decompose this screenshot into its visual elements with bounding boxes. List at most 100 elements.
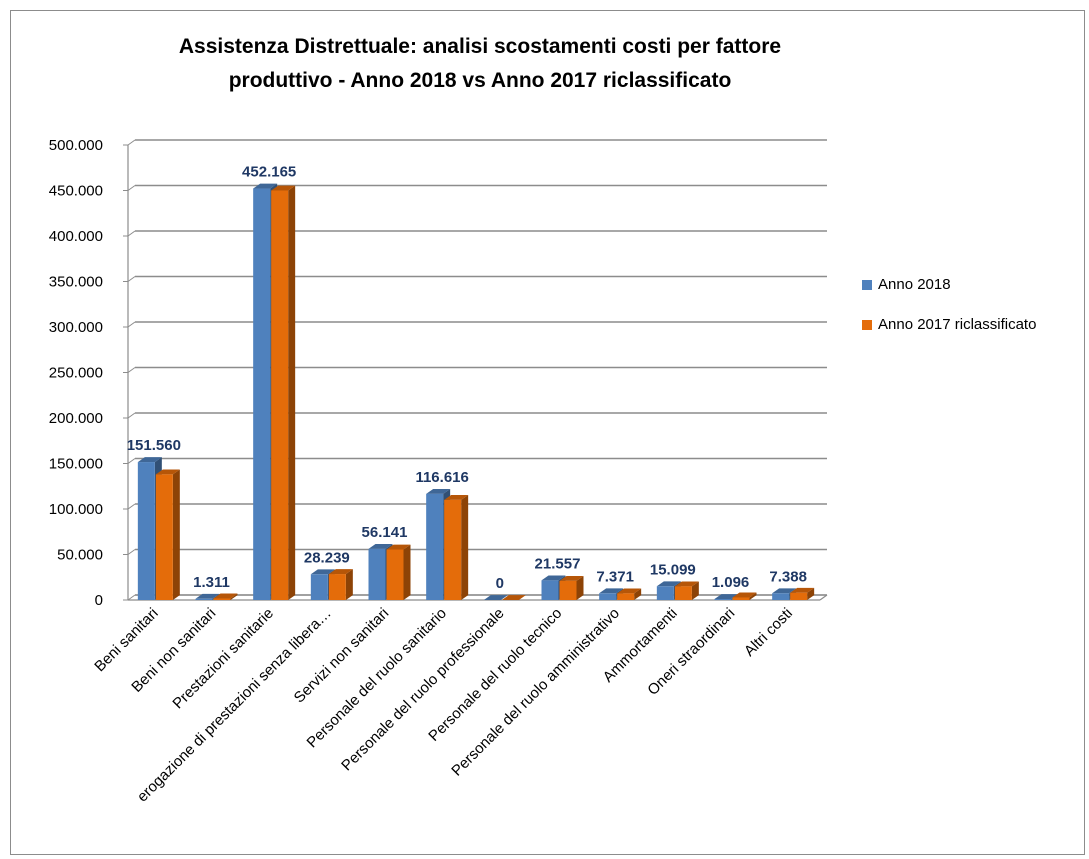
bar-anno-2017 xyxy=(674,581,699,600)
bar-anno-2017-top xyxy=(674,581,699,587)
bar-anno-2017-top xyxy=(617,588,642,594)
gridline-depth xyxy=(127,594,136,601)
legend-swatch xyxy=(862,279,872,290)
bar-anno-2017 xyxy=(732,592,757,600)
bar-anno-2017-top xyxy=(501,595,526,600)
data-label: 15.099 xyxy=(650,561,696,578)
bar-anno-2017-side xyxy=(288,185,296,600)
x-tick-label: Altri costi xyxy=(741,605,796,660)
bar-anno-2018-top xyxy=(310,569,335,575)
bar-anno-2017-front xyxy=(674,586,692,600)
legend-item: Anno 2017 riclassificato xyxy=(862,316,1036,333)
bar-anno-2017-front xyxy=(155,474,173,600)
gridline-depth xyxy=(127,503,136,510)
bar-anno-2017 xyxy=(559,575,584,600)
bar-anno-2017-top xyxy=(559,575,584,581)
data-label: 7.371 xyxy=(596,568,634,585)
data-label: 1.311 xyxy=(193,574,230,591)
gridline-depth xyxy=(127,367,136,373)
bar-anno-2017-side xyxy=(691,581,699,600)
bar-anno-2017-side xyxy=(576,575,584,600)
bar-anno-2017-front xyxy=(559,580,577,600)
bar-anno-2017-top xyxy=(790,587,815,593)
bar-anno-2018-top xyxy=(541,575,566,581)
chart-title: Assistenza Distrettuale: analisi scostam… xyxy=(178,35,782,92)
y-tick-label: 100.000 xyxy=(49,501,103,518)
bar-anno-2017-side xyxy=(634,588,642,600)
legend-item: Anno 2018 xyxy=(862,276,951,293)
bar-anno-2017-front xyxy=(617,593,635,600)
bar-anno-2018-top xyxy=(253,183,278,189)
bar-anno-2017-front xyxy=(213,598,231,600)
bar-anno-2018-top xyxy=(772,588,797,594)
bar-anno-2017-top xyxy=(386,544,411,550)
data-label: 151.560 xyxy=(127,437,181,454)
gridlines: 0 50.000 100.000 150.000 200.000 250.000 300.0… xyxy=(49,137,827,609)
bar-anno-2017-top xyxy=(732,592,757,598)
data-label: 21.557 xyxy=(535,555,581,572)
bar-anno-2017-front xyxy=(444,499,462,600)
bar-anno-2018-top xyxy=(483,595,508,600)
bar-anno-2017 xyxy=(386,544,411,600)
bar-anno-2017-top xyxy=(328,569,353,575)
bar-anno-2017 xyxy=(271,185,296,600)
bar-anno-2017-top xyxy=(444,495,469,500)
bar-anno-2017 xyxy=(617,588,642,600)
gridline-depth xyxy=(127,276,136,282)
y-tick-label: 450.000 xyxy=(49,183,103,200)
bar-anno-2017 xyxy=(790,587,815,600)
bar-anno-2017 xyxy=(328,569,353,600)
bar-anno-2018-top xyxy=(426,488,451,494)
bar-anno-2017-side xyxy=(345,569,353,600)
y-tick-label: 200.000 xyxy=(49,410,103,427)
y-tick-label: 300.000 xyxy=(49,319,103,336)
bar-anno-2017-front xyxy=(328,574,346,600)
bar-anno-2017-side xyxy=(172,469,180,600)
y-tick-label: 50.000 xyxy=(57,547,103,564)
bar-anno-2018-front xyxy=(253,188,271,600)
bar-anno-2017-top xyxy=(155,469,180,475)
bar-anno-2017 xyxy=(501,595,526,600)
y-tick-label: 150.000 xyxy=(49,456,103,473)
bar-anno-2018-top xyxy=(368,544,393,549)
data-label: 1.096 xyxy=(712,574,750,591)
bar-anno-2018-front xyxy=(310,574,328,600)
data-label: 452.165 xyxy=(242,164,296,181)
gridline-depth xyxy=(127,458,136,464)
gridline-depth xyxy=(127,549,136,555)
y-tick-label: 250.000 xyxy=(49,365,103,382)
bar-anno-2018-top xyxy=(195,593,220,599)
data-label: 116.616 xyxy=(415,469,468,486)
bar-anno-2017-front xyxy=(790,592,808,600)
bar-anno-2017-side xyxy=(749,592,757,600)
y-tick-label: 350.000 xyxy=(49,274,103,291)
bar-anno-2018-front xyxy=(599,593,617,600)
gridline-depth xyxy=(127,412,136,419)
bar-anno-2017-top xyxy=(271,185,296,191)
bar-anno-2018 xyxy=(483,595,508,600)
bar-anno-2018-top xyxy=(656,581,681,587)
bar-anno-2018-front xyxy=(426,493,444,600)
x-tick-label: Servizi non sanitari xyxy=(291,605,393,707)
bar-anno-2018-front xyxy=(714,599,732,600)
bar-anno-2018-front xyxy=(368,548,386,600)
bar-anno-2018-front xyxy=(541,580,559,600)
bar-anno-2017-side xyxy=(403,544,411,600)
chart-frame xyxy=(10,10,1085,855)
bar-anno-2018-front xyxy=(137,462,155,600)
bar-anno-2018-front xyxy=(772,593,790,600)
data-label: 56.141 xyxy=(362,524,408,541)
gridline-depth xyxy=(127,139,136,146)
gridline-depth xyxy=(127,185,136,191)
bar-anno-2018-front xyxy=(656,586,674,600)
bar-anno-2017 xyxy=(213,593,238,600)
bar-anno-2017-front xyxy=(732,597,750,600)
x-axis-end xyxy=(819,594,828,601)
gridline-depth xyxy=(127,321,136,328)
y-tick-label: 0 xyxy=(95,592,103,609)
data-label: 7.388 xyxy=(769,568,807,585)
bar-anno-2018-top xyxy=(137,457,162,463)
data-label: 28.239 xyxy=(304,549,350,566)
bar-anno-2018-front xyxy=(195,598,213,600)
